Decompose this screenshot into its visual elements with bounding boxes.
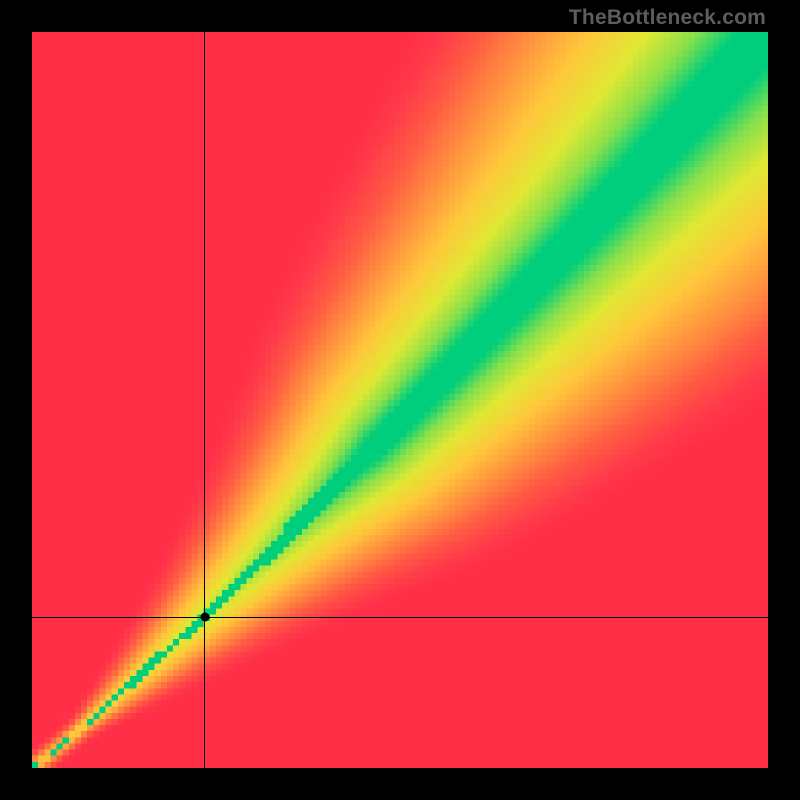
watermark-text: TheBottleneck.com bbox=[569, 6, 766, 30]
crosshair-point bbox=[200, 613, 209, 622]
crosshair-horizontal bbox=[32, 617, 768, 618]
heatmap-plot bbox=[32, 32, 768, 768]
heatmap-canvas bbox=[32, 32, 768, 768]
crosshair-vertical bbox=[204, 32, 205, 768]
